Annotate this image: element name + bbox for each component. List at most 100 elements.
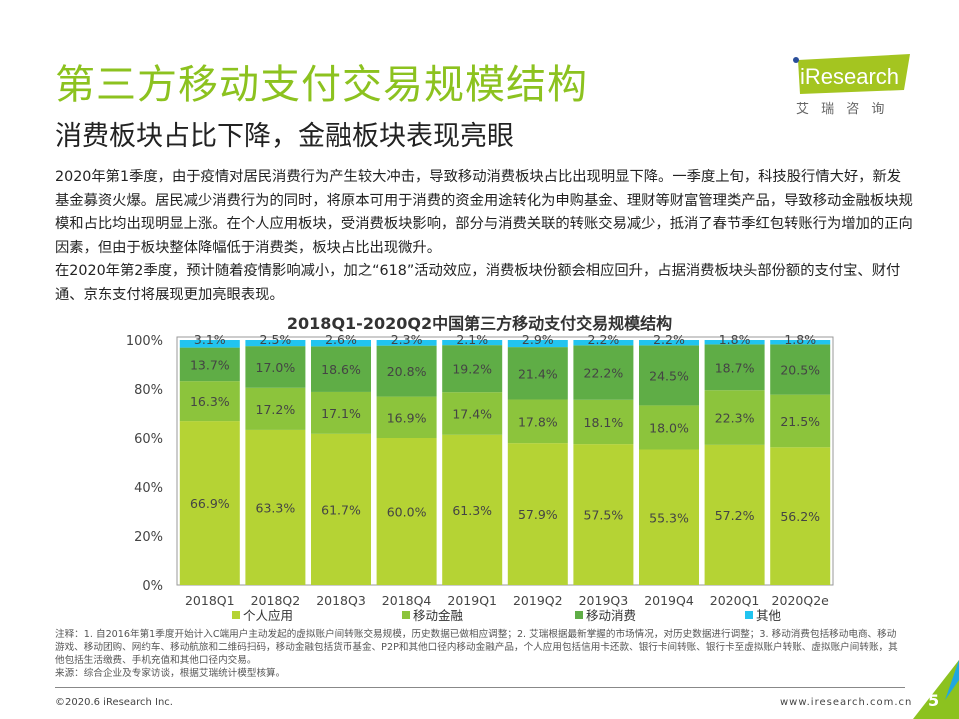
- note-text: 注释：1. 自2016年第1季度开始计入C端用户主动发起的虚拟账户间转账交易规模…: [55, 629, 898, 666]
- y-tick-label: 80%: [134, 383, 163, 398]
- x-tick-label: 2019Q2: [513, 593, 563, 608]
- x-tick-label: 2018Q2: [251, 593, 301, 608]
- data-label: 61.7%: [321, 502, 361, 517]
- iresearch-logo: iResearch 艾 瑞 咨 询: [788, 50, 918, 140]
- bar-segment: [639, 405, 699, 450]
- bar-segment: [704, 340, 765, 345]
- corner-decoration: [913, 660, 959, 719]
- bar-segment: [507, 399, 568, 444]
- bar-segment: [245, 346, 306, 388]
- data-label: 57.9%: [518, 507, 558, 522]
- legend-label: 个人应用: [243, 608, 293, 623]
- bar-segment: [507, 340, 568, 348]
- data-label: 66.9%: [190, 496, 230, 511]
- x-tick-label: 2019Q3: [579, 593, 629, 608]
- x-tick-label: 2018Q4: [382, 593, 432, 608]
- bar-segment: [770, 340, 831, 345]
- data-label: 60.0%: [387, 505, 427, 520]
- data-label: 21.4%: [518, 366, 558, 381]
- legend-label: 移动消费: [586, 608, 636, 623]
- bar-segment: [311, 433, 371, 585]
- x-tick-label: 2019Q4: [644, 593, 694, 608]
- chart-title: 2018Q1-2020Q2中国第三方移动支付交易规模结构: [286, 314, 673, 333]
- data-label: 2.6%: [325, 332, 357, 347]
- x-tick-label: 2020Q2e: [772, 593, 830, 608]
- bar-segment: [639, 340, 699, 346]
- page-number: 5: [928, 691, 940, 710]
- data-label: 17.8%: [518, 414, 558, 429]
- bar-segment: [770, 344, 831, 395]
- bar-segment: [376, 396, 437, 438]
- bar-segment: [442, 392, 503, 435]
- bar-segment: [507, 443, 568, 585]
- data-label: 21.5%: [780, 414, 820, 429]
- y-tick-label: 20%: [134, 530, 163, 545]
- bar-segment: [179, 381, 240, 422]
- website-link[interactable]: www.iresearch.com.cn: [780, 697, 913, 708]
- data-label: 13.7%: [190, 357, 230, 372]
- data-label: 17.2%: [256, 402, 296, 417]
- data-label: 20.8%: [387, 364, 427, 379]
- y-tick-label: 60%: [134, 432, 163, 447]
- bar-segment: [704, 444, 765, 585]
- paragraph: 2020年第1季度，由于疫情对居民消费行为产生较大冲击，导致移动消费板块占比出现…: [55, 169, 913, 256]
- bar-segment: [770, 447, 831, 585]
- bar-segment: [770, 394, 831, 448]
- plot-frame: [176, 336, 834, 586]
- bar-segment: [376, 340, 437, 346]
- data-label: 2.2%: [588, 332, 620, 347]
- paragraph: 在2020年第2季度，预计随着疫情影响减小，加之“618”活动效应，消费板块份额…: [55, 263, 901, 303]
- bar-segment: [704, 390, 765, 445]
- bar-segment: [704, 344, 765, 391]
- data-label: 22.2%: [584, 366, 624, 381]
- data-label: 56.2%: [780, 509, 820, 524]
- data-label: 24.5%: [649, 368, 689, 383]
- bar-segment: [179, 421, 240, 585]
- data-label: 22.3%: [715, 411, 755, 426]
- legend-swatch: [232, 611, 240, 619]
- legend-label: 其他: [756, 608, 782, 623]
- body-text: 2020年第1季度，由于疫情对居民消费行为产生较大冲击，导致移动消费板块占比出现…: [55, 166, 915, 308]
- legend-label: 移动金融: [413, 608, 464, 623]
- data-label: 55.3%: [649, 510, 689, 525]
- data-label: 2.1%: [456, 332, 488, 347]
- copyright: ©2020.6 iResearch Inc.: [55, 697, 173, 708]
- bar-segment: [442, 434, 503, 585]
- data-label: 61.3%: [452, 503, 492, 518]
- bar-segment: [507, 347, 568, 400]
- data-label: 57.2%: [715, 508, 755, 523]
- logo-cn: 艾 瑞 咨 询: [796, 102, 888, 117]
- bar-segment: [245, 340, 306, 347]
- bar-segment: [311, 340, 371, 347]
- data-label: 19.2%: [452, 362, 492, 377]
- y-tick-label: 100%: [126, 334, 163, 349]
- legend-swatch: [575, 611, 583, 619]
- bar-segment: [311, 391, 371, 434]
- bar-segment: [573, 399, 634, 445]
- bar-segment: [639, 345, 699, 406]
- x-tick-label: 2019Q1: [447, 593, 497, 608]
- bar-segment: [311, 346, 371, 392]
- logo-text: iResearch: [800, 64, 899, 89]
- bar-segment: [442, 345, 503, 393]
- data-label: 20.5%: [780, 363, 820, 378]
- bar-segment: [245, 429, 306, 585]
- bar-segment: [376, 345, 437, 397]
- bar-segment: [573, 444, 634, 585]
- y-tick-label: 0%: [142, 579, 163, 594]
- bar-segment: [179, 347, 240, 382]
- x-tick-label: 2020Q1: [710, 593, 760, 608]
- data-label: 2.2%: [653, 332, 685, 347]
- bar-segment: [573, 340, 634, 346]
- x-tick-label: 2018Q1: [185, 593, 235, 608]
- bar-segment: [245, 387, 306, 430]
- data-label: 3.1%: [194, 332, 226, 347]
- data-label: 18.0%: [649, 420, 689, 435]
- data-label: 17.1%: [321, 406, 361, 421]
- data-label: 18.6%: [321, 362, 361, 377]
- bar-segment: [639, 449, 699, 585]
- data-label: 57.5%: [584, 508, 624, 523]
- y-tick-label: 40%: [134, 481, 163, 496]
- bar-segment: [573, 345, 634, 400]
